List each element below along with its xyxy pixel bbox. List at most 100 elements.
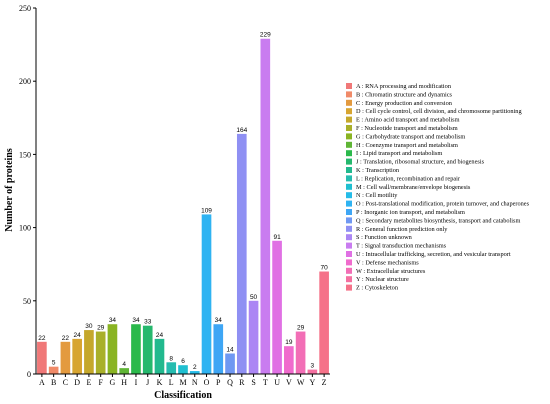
data-label-N: 2 (193, 364, 197, 371)
x-tick-label-J: J (146, 378, 149, 387)
x-tick-label-S: S (251, 378, 255, 387)
legend-label: E : Amino acid transport and metabolism (356, 117, 460, 124)
legend-swatch (346, 251, 352, 257)
data-label-I: 34 (132, 317, 140, 324)
data-label-S: 50 (250, 294, 258, 301)
legend-swatch (346, 192, 352, 199)
legend-label: H : Coenzyme transport and metabolism (356, 142, 458, 149)
x-tick-label-B: B (51, 378, 56, 387)
y-axis-title: Number of proteins (4, 148, 15, 232)
legend-label: N : Cell motility (356, 192, 398, 199)
bar-Y (307, 369, 318, 374)
legend-swatch (346, 284, 352, 291)
legend-label: C : Energy production and conversion (356, 100, 453, 107)
bar-A (37, 341, 47, 374)
legend-swatch (346, 175, 352, 182)
legend-swatch (346, 225, 352, 232)
y-tick-label: 250 (19, 4, 31, 13)
legend-label: G : Carbohydrate transport and metabolis… (356, 133, 465, 140)
legend-label: Y : Nuclear structure (356, 276, 409, 283)
legend-label: A : RNA processing and modification (356, 83, 452, 90)
legend-swatch (346, 183, 352, 190)
legend-label: L : Replication, recombination and repai… (356, 175, 461, 182)
legend-swatch (346, 242, 352, 249)
bar-W (295, 331, 306, 374)
data-label-E: 30 (85, 323, 93, 330)
legend-label: R : General function prediction only (356, 226, 448, 233)
legend-label: J : Translation, ribosomal structure, an… (356, 159, 485, 166)
bar-G (107, 324, 118, 374)
x-tick-label-I: I (135, 378, 138, 387)
x-axis-title: Classification (154, 390, 212, 401)
x-tick-label-R: R (239, 378, 245, 387)
x-tick-label-P: P (216, 378, 221, 387)
data-label-D: 24 (74, 332, 82, 339)
legend-swatch (346, 200, 352, 207)
x-tick-label-M: M (179, 378, 186, 387)
bar-I (131, 324, 141, 374)
bar-B (48, 366, 59, 374)
x-tick-label-D: D (74, 378, 80, 387)
x-tick-label-Z: Z (322, 378, 327, 387)
x-tick-label-K: K (157, 378, 163, 387)
data-label-T: 229 (260, 32, 271, 39)
bar-S (248, 300, 259, 374)
bar-N (189, 371, 200, 374)
bar-Z (319, 271, 329, 374)
bar-C (60, 341, 71, 374)
legend-swatch (346, 141, 352, 148)
data-label-V: 19 (285, 339, 293, 346)
data-label-Q: 14 (226, 347, 234, 354)
x-tick-label-O: O (204, 378, 210, 387)
legend-swatch (346, 167, 352, 173)
legend-swatch (346, 116, 352, 123)
x-tick-label-Y: Y (309, 378, 315, 387)
x-tick-label-H: H (121, 378, 127, 387)
legend-swatch (346, 133, 352, 140)
bar-F (95, 331, 106, 374)
data-label-K: 24 (156, 332, 164, 339)
data-label-L: 8 (169, 355, 173, 362)
legend-swatch (346, 108, 352, 115)
data-label-F: 29 (97, 325, 105, 332)
data-label-U: 91 (273, 234, 281, 241)
data-label-J: 33 (144, 319, 152, 326)
data-label-Y: 3 (311, 363, 315, 370)
bar-D (72, 338, 82, 374)
x-tick-label-Q: Q (227, 378, 233, 387)
y-tick-label: 100 (19, 224, 31, 233)
y-tick-label: 0 (27, 370, 31, 379)
x-tick-label-L: L (169, 378, 174, 387)
legend-label: K : Transcription (356, 167, 400, 174)
y-axis: 0 50 100 150 200 250 (19, 4, 37, 379)
x-tick-label-G: G (110, 378, 116, 387)
bar-J (142, 325, 153, 374)
legend-label: I : Lipid transport and metabolism (356, 150, 442, 157)
legend-swatch (346, 99, 352, 106)
data-label-Z: 70 (321, 265, 329, 272)
legend-label: M : Cell wall/membrane/envelope biogenes… (356, 184, 471, 191)
legend-swatch (346, 125, 352, 131)
x-tick-label-V: V (286, 378, 292, 387)
x-tick-label-T: T (263, 378, 268, 387)
bar-T (260, 38, 271, 375)
bar-H (119, 368, 130, 374)
legend-label: D : Cell cycle control, cell division, a… (356, 108, 522, 115)
legend-swatch (346, 209, 352, 215)
legend-swatch (346, 158, 352, 165)
legend-label: Q : Secondary metabolites biosynthesis, … (356, 217, 520, 224)
legend-label: T : Signal transduction mechanisms (356, 243, 447, 250)
legend-label: F : Nucleotide transport and metabolism (356, 125, 458, 132)
bar-E (84, 330, 94, 374)
legend-swatch (346, 276, 352, 283)
legend-label: U : Intracellular trafficking, secretion… (356, 251, 511, 258)
data-label-H: 4 (122, 361, 126, 368)
data-label-B: 5 (52, 360, 56, 367)
legend-label: O : Post-translational modification, pro… (356, 201, 530, 208)
legend-label: W : Extracellular structures (356, 268, 426, 275)
x-tick-label-C: C (63, 378, 68, 387)
bar-M (178, 365, 188, 374)
